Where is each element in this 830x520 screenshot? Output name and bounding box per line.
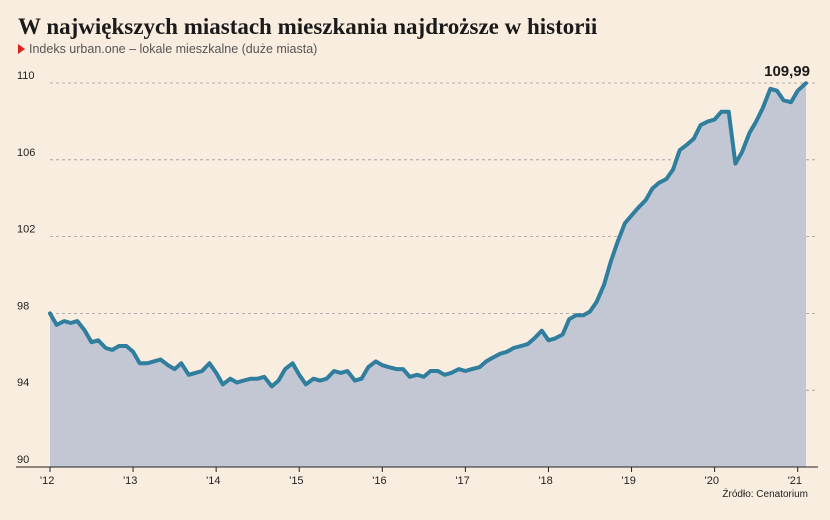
x-tick-label: '18 xyxy=(538,475,552,487)
x-tick-label: '17 xyxy=(455,475,469,487)
x-tick-label: '19 xyxy=(622,475,636,487)
y-tick-label: 106 xyxy=(17,147,35,159)
source-note: Źródło: Cenatorium xyxy=(722,489,808,500)
axes: 90 94 98 102 106 110 '12 '13 '14 '15 '16 '17 '18 '19 '… xyxy=(16,70,818,487)
x-tick-label: '14 xyxy=(206,475,220,487)
chart-subtitle-text: Indeks urban.one – lokale mieszkalne (du… xyxy=(29,42,318,56)
x-tick-label: '20 xyxy=(705,475,719,487)
chart-title: W największych miastach mieszkania najdr… xyxy=(18,14,598,39)
series-line xyxy=(48,81,808,389)
last-value-label: 109,99 xyxy=(764,63,810,80)
x-tick-label: '15 xyxy=(289,475,303,487)
y-tick-label: 94 xyxy=(17,377,29,389)
x-tick-label: '12 xyxy=(40,475,54,487)
y-tick-label: 102 xyxy=(17,224,35,236)
red-triangle-icon xyxy=(18,44,25,54)
x-tick-label: '13 xyxy=(123,475,137,487)
y-tick-label: 98 xyxy=(17,300,29,312)
chart-subtitle: Indeks urban.one – lokale mieszkalne (du… xyxy=(18,42,317,56)
area-fill xyxy=(50,83,806,467)
y-tick-label: 110 xyxy=(17,70,35,82)
y-tick-label: 90 xyxy=(17,454,29,466)
x-tick-label: '16 xyxy=(372,475,386,487)
x-tick-label: '21 xyxy=(788,475,802,487)
